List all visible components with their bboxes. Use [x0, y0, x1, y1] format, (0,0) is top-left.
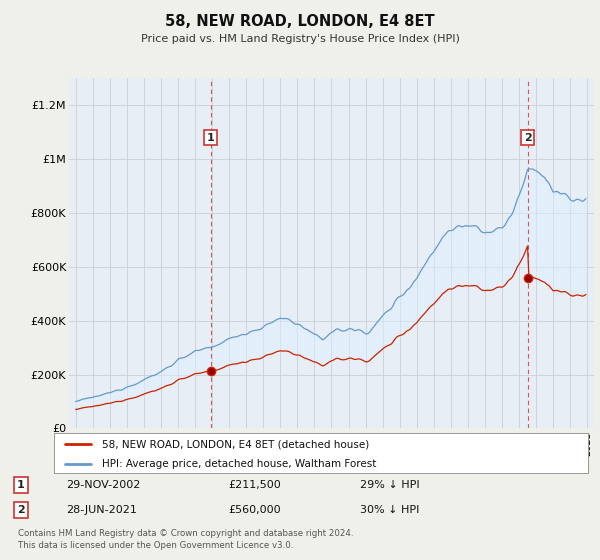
Text: 2: 2 [17, 505, 25, 515]
Text: 2: 2 [524, 133, 532, 143]
Text: 29-NOV-2002: 29-NOV-2002 [66, 480, 140, 490]
Text: Contains HM Land Registry data © Crown copyright and database right 2024.
This d: Contains HM Land Registry data © Crown c… [18, 529, 353, 550]
Text: HPI: Average price, detached house, Waltham Forest: HPI: Average price, detached house, Walt… [102, 459, 376, 469]
Text: 30% ↓ HPI: 30% ↓ HPI [360, 505, 419, 515]
Text: 1: 1 [17, 480, 25, 490]
Text: £211,500: £211,500 [228, 480, 281, 490]
Text: 58, NEW ROAD, LONDON, E4 8ET: 58, NEW ROAD, LONDON, E4 8ET [165, 14, 435, 29]
Text: 29% ↓ HPI: 29% ↓ HPI [360, 480, 419, 490]
Text: Price paid vs. HM Land Registry's House Price Index (HPI): Price paid vs. HM Land Registry's House … [140, 34, 460, 44]
Text: 1: 1 [207, 133, 215, 143]
Text: 28-JUN-2021: 28-JUN-2021 [66, 505, 137, 515]
Text: £560,000: £560,000 [228, 505, 281, 515]
Text: 58, NEW ROAD, LONDON, E4 8ET (detached house): 58, NEW ROAD, LONDON, E4 8ET (detached h… [102, 439, 370, 449]
